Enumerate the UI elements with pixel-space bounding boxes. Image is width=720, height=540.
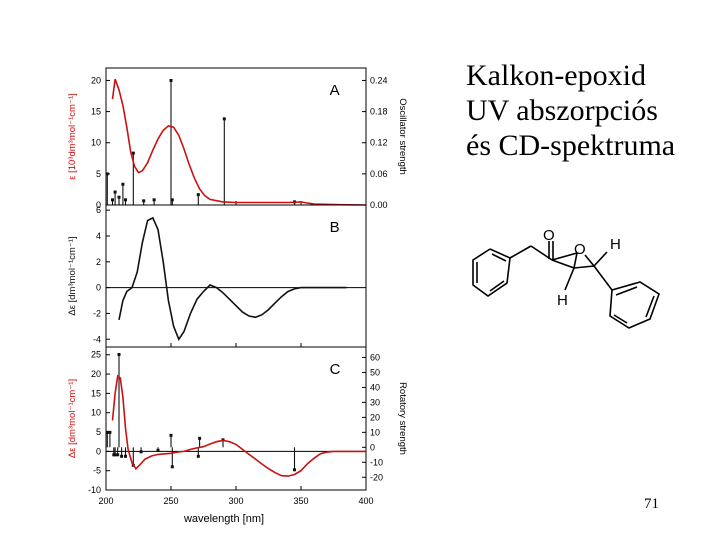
right-phenyl-ring [609, 281, 660, 329]
y-tick-label: 0 [96, 446, 101, 456]
y2-tick-label: -10 [370, 457, 383, 467]
y-tick-label: -2 [93, 308, 101, 318]
y2-axis-label: Rotatory strength [397, 382, 408, 455]
panel-label: A [330, 82, 340, 99]
y-tick-label: 20 [91, 369, 101, 379]
y2-tick-label: 20 [370, 412, 380, 422]
strength-stick-marker [139, 450, 143, 454]
spectrum-curve [111, 374, 366, 477]
title-line-2: UV abszorpciós [466, 94, 658, 127]
carbonyl-and-epoxide [509, 241, 613, 291]
strength-stick-marker [121, 182, 125, 186]
panel-c: -10 -5 0 5 10 15 20 25 -20 -10 0 10 20 30 40 50 60 C Δε [d… [67, 346, 408, 506]
x-axis-label: wavelength [nm] [183, 513, 264, 525]
slide-title: Kalkon-epoxid UV abszorpciós és CD-spekt… [466, 58, 716, 163]
y2-tick-label: 60 [370, 352, 380, 362]
y-tick-label: 0 [96, 200, 101, 210]
panel-label: C [330, 361, 341, 378]
y-tick-label: -4 [93, 334, 101, 344]
strength-stick-marker [196, 454, 200, 458]
strength-stick-marker [170, 465, 174, 469]
plot-frame [105, 346, 367, 491]
carbonyl-oxygen-label: O [543, 227, 555, 244]
y-tick-label: 10 [91, 138, 101, 148]
strength-stick-marker [156, 448, 160, 452]
y2-tick-label: -20 [370, 472, 383, 482]
x-tick-label: 350 [293, 496, 308, 506]
strength-stick-marker [131, 151, 135, 155]
y2-tick-label: 40 [370, 382, 380, 392]
title-line-1: Kalkon-epoxid [466, 59, 646, 92]
y2-tick-label: 0.06 [370, 169, 388, 179]
strength-stick-marker [169, 78, 173, 82]
y-tick-label: -10 [88, 485, 101, 495]
y-tick-label: 2 [96, 257, 101, 267]
y2-tick-label: 0.12 [370, 138, 388, 148]
hydrogen-label-bottom: H [557, 292, 568, 309]
strength-stick-marker [124, 454, 127, 458]
y2-tick-label: 10 [370, 427, 380, 437]
strength-stick-marker [117, 195, 121, 199]
strength-stick-marker [169, 433, 173, 437]
strength-stick-marker [113, 453, 117, 457]
y-tick-label: 15 [91, 388, 101, 398]
y2-tick-label: 0 [370, 442, 375, 452]
strength-stick-marker [152, 198, 156, 202]
y2-axis-label: Oscillator strength [397, 98, 408, 175]
y2-tick-label: 0.18 [370, 107, 388, 117]
strength-stick-marker [196, 193, 200, 197]
strength-stick-marker [120, 454, 124, 458]
y-tick-label: 20 [91, 75, 101, 85]
y-tick-label: 5 [96, 169, 101, 179]
y2-tick-label: 0.00 [370, 200, 388, 210]
spectrum-curve [118, 216, 347, 342]
strength-stick-marker [124, 198, 127, 202]
y2-tick-label: 30 [370, 397, 380, 407]
y-axis-label: Δε [dm³mol⁻¹cm⁻¹] [67, 379, 78, 458]
strength-stick-marker [198, 436, 202, 440]
panel-label: B [330, 219, 340, 236]
panel-b: -4 -2 0 2 4 6 B Δε [dm³mol⁻¹cm⁻¹] [67, 204, 367, 348]
title-line-3: és CD-spektruma [466, 129, 676, 162]
strength-stick-marker [117, 352, 121, 356]
x-tick-label: 250 [163, 496, 178, 506]
y-tick-label: 25 [91, 350, 101, 360]
y-tick-label: 4 [96, 231, 101, 241]
x-tick-label: 400 [358, 496, 373, 506]
x-tick-label: 300 [228, 496, 243, 506]
strength-stick-marker [142, 199, 146, 203]
strength-stick-marker [105, 430, 109, 434]
y2-tick-label: 0.24 [370, 75, 388, 85]
y-tick-label: 5 [96, 427, 101, 437]
strength-stick-marker [105, 172, 109, 176]
plot-frame [105, 67, 367, 206]
left-phenyl-ring [472, 248, 511, 297]
y-tick-label: 6 [96, 205, 101, 215]
spectrum-curve [111, 78, 367, 206]
y-tick-label: 10 [91, 408, 101, 418]
page-number: 71 [644, 496, 659, 512]
plot-frame [105, 204, 367, 348]
y-axis-label: ε [10³dm³mol⁻¹cm⁻¹] [67, 93, 78, 180]
y-tick-label: 0 [96, 283, 101, 293]
y-tick-label: 15 [91, 107, 101, 117]
epoxide-oxygen-label: O [574, 241, 586, 258]
y-tick-label: -5 [93, 466, 101, 476]
x-tick-label: 200 [98, 496, 113, 506]
strength-stick-marker [222, 117, 226, 121]
chalcone-epoxide-structure [472, 241, 660, 329]
y2-tick-label: 50 [370, 367, 380, 377]
strength-stick-marker [293, 468, 296, 472]
strength-stick-marker [116, 453, 120, 457]
panel-a: 0 5 10 15 20 0.00 0.06 0.12 0.18 0.24 Aε [10³dm³mo… [67, 67, 408, 210]
strength-stick-marker [108, 430, 112, 434]
strength-stick-marker [113, 190, 117, 194]
strength-stick-marker [111, 198, 114, 202]
hydrogen-label-top: H [610, 236, 621, 253]
y-axis-label: Δε [dm³mol⁻¹cm⁻¹] [67, 236, 78, 315]
strength-stick-marker [170, 198, 174, 202]
